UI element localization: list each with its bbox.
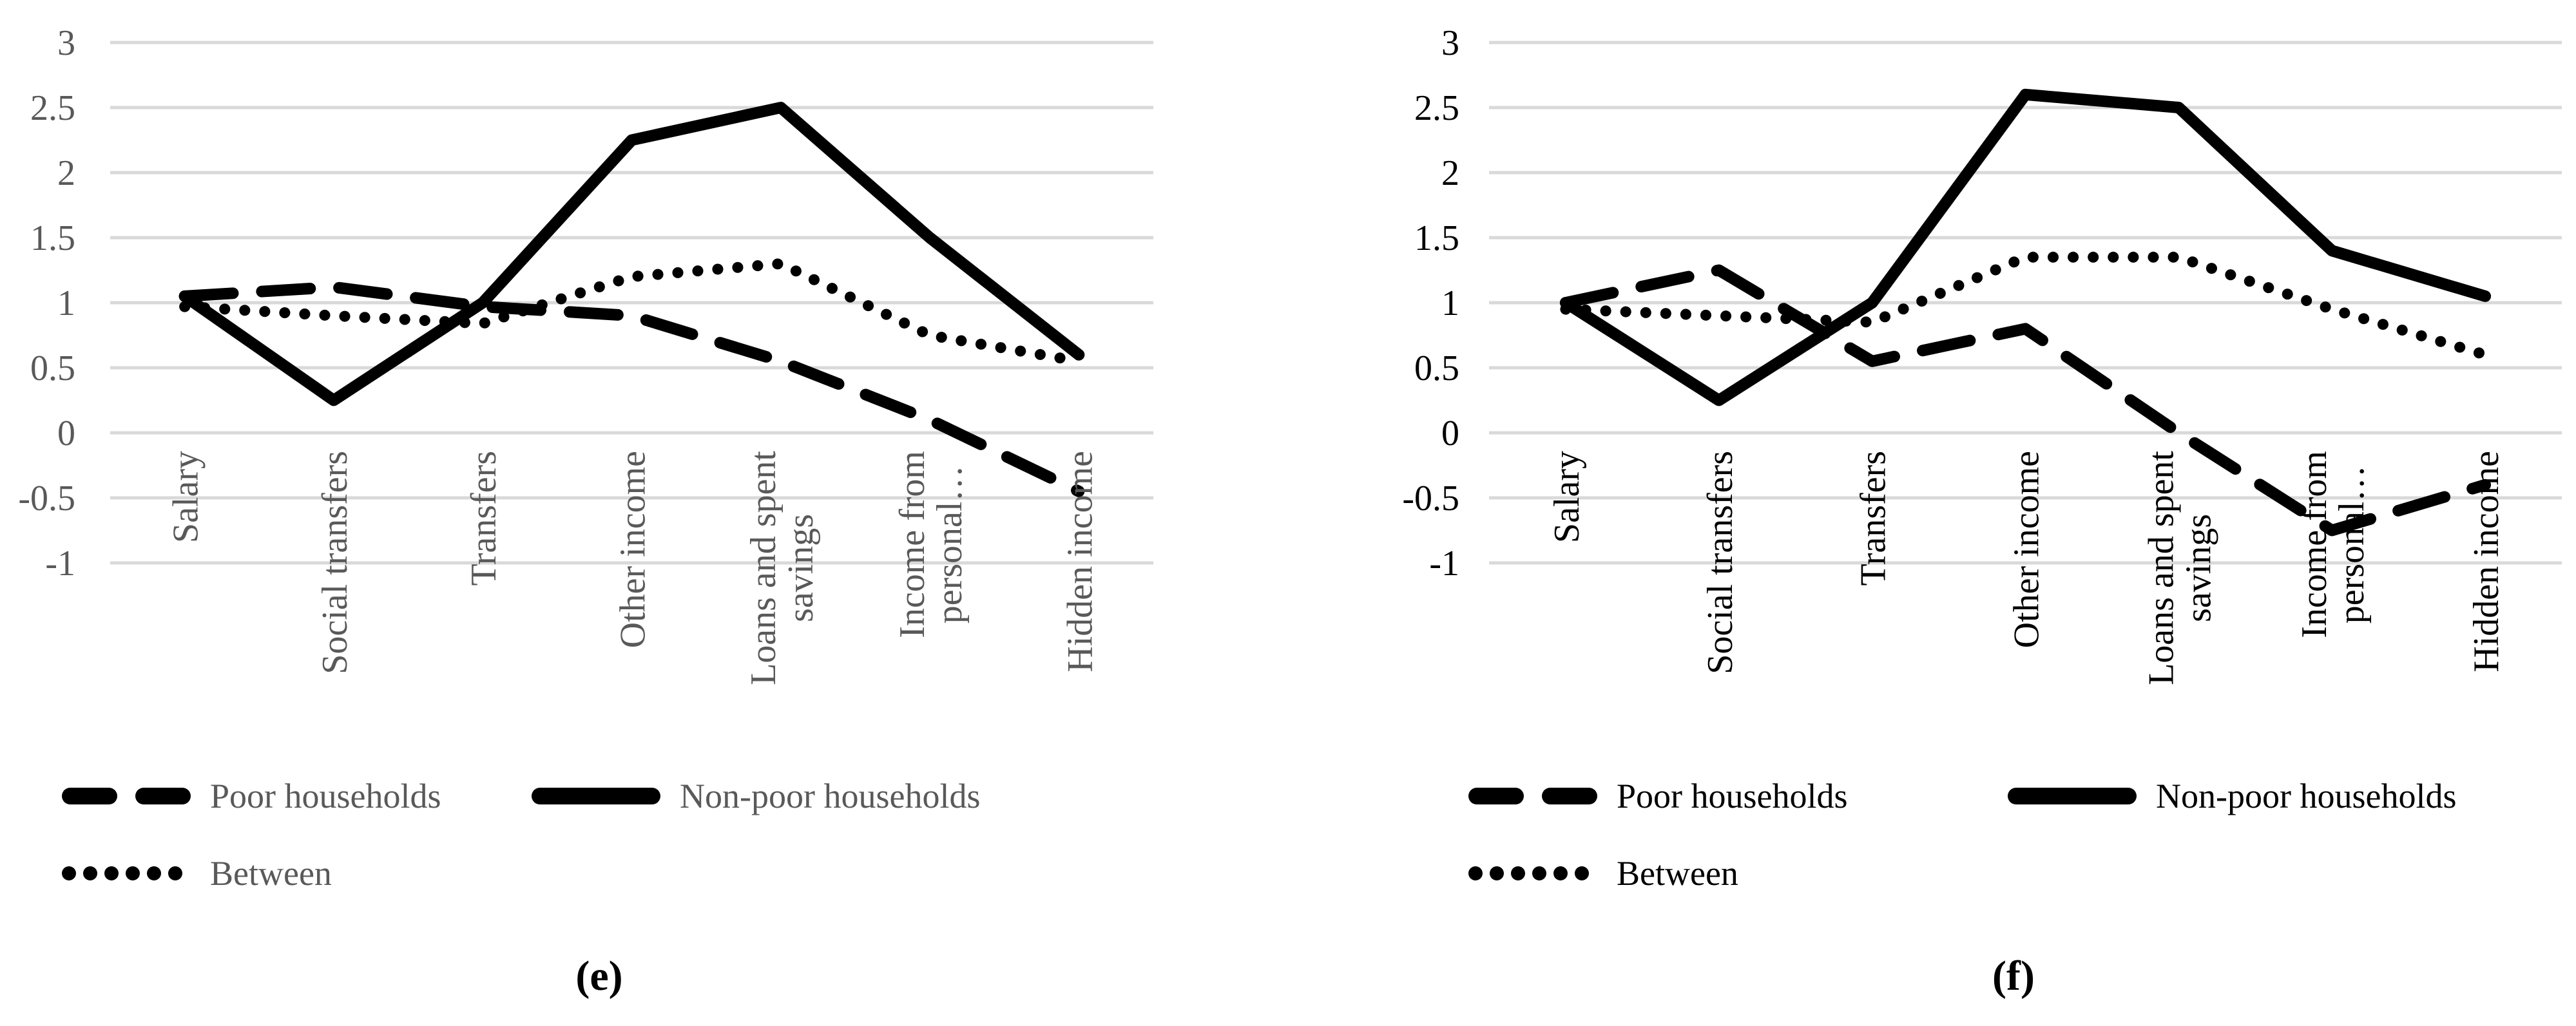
series-line-solid	[178, 102, 1085, 406]
series-line-dashed	[1559, 264, 2492, 537]
y-tick-label: 1	[1441, 283, 1459, 323]
category-label: Transfers	[464, 451, 504, 585]
series-line-dotted	[1560, 251, 2491, 361]
category-label: Other income	[613, 451, 653, 648]
legend-item-non-poor-households: Non-poor households	[532, 777, 980, 815]
category-label: personal…	[2332, 466, 2372, 624]
y-tick-label: 1.5	[1414, 218, 1459, 258]
category-label: Social transfers	[315, 451, 355, 674]
legend-label-poor-households: Poor households	[210, 777, 441, 815]
chart-e-caption: (e)	[575, 953, 623, 1000]
category-label: Transfers	[1854, 451, 1894, 585]
chart-f-plot: 3 2.5 2 1.5 1 0.5 0 -0.5 -1 Salary Social transfer…	[1402, 23, 2562, 685]
y-tick-label: 2	[57, 153, 75, 193]
y-tick-label: 0	[57, 413, 75, 453]
category-label: Loans and spent	[2141, 451, 2181, 685]
y-tick-label: 3	[57, 23, 75, 63]
y-tick-label: 1	[57, 283, 75, 323]
y-tick-label: -0.5	[1402, 479, 1459, 518]
chart-e-plot: 3 2.5 2 1.5 1 0.5 0 -0.5 -1 Salary Social transfer…	[18, 23, 1153, 685]
legend-label-non-poor-households: Non-poor households	[680, 777, 981, 815]
legend-label-between: Between	[210, 854, 332, 893]
category-label: savings	[2178, 514, 2218, 622]
category-label: personal…	[930, 466, 970, 624]
category-label: Loans and spent	[744, 451, 783, 685]
category-label: Other income	[2007, 451, 2047, 648]
series-line-dashed	[178, 281, 1085, 497]
category-label: Hidden income	[2466, 451, 2506, 672]
category-label: Social transfers	[1700, 451, 1740, 674]
y-tick-label: 0.5	[1414, 348, 1459, 388]
legend-item-poor-households: Poor households	[62, 777, 441, 815]
category-label: savings	[781, 514, 821, 622]
dotted-line-swatch	[62, 866, 182, 880]
dashed-line-swatch	[1468, 788, 1597, 804]
dashed-line-swatch	[62, 788, 191, 804]
y-tick-label: -1	[1429, 544, 1459, 584]
dotted-line-swatch	[1468, 866, 1589, 880]
legend-item-between: Between	[1468, 854, 1738, 893]
y-tick-label: 2.5	[1414, 88, 1459, 128]
y-tick-label: 0.5	[30, 348, 75, 388]
legend-item-non-poor-households: Non-poor households	[2008, 777, 2456, 815]
category-label: Income from	[892, 451, 932, 638]
legend-label-between: Between	[1617, 854, 1738, 893]
y-tick-label: 1.5	[30, 218, 75, 258]
series-line-dotted	[179, 258, 1084, 367]
category-label: Salary	[166, 451, 206, 543]
y-tick-label: 2	[1441, 153, 1459, 193]
y-tick-label: 3	[1441, 23, 1459, 63]
legend-label-poor-households: Poor households	[1617, 777, 1848, 815]
chart-f: 3 2.5 2 1.5 1 0.5 0 -0.5 -1 Salary Social transfer…	[1288, 0, 2576, 1026]
y-tick-label: -1	[45, 544, 75, 584]
category-label: Hidden income	[1060, 451, 1100, 672]
y-tick-label: 2.5	[30, 88, 75, 128]
chart-f-caption: (f)	[1992, 953, 2035, 1000]
legend-item-between: Between	[62, 854, 332, 893]
solid-line-swatch	[532, 788, 660, 804]
chart-e: 3 2.5 2 1.5 1 0.5 0 -0.5 -1 Salary Social transfer…	[18, 23, 1153, 1000]
solid-line-swatch	[2008, 788, 2137, 804]
series-line-solid	[1559, 88, 2492, 406]
y-tick-label: -0.5	[18, 479, 75, 518]
category-label: Income from	[2294, 451, 2334, 638]
legend-label-non-poor-households: Non-poor households	[2156, 777, 2457, 815]
legend-item-poor-households: Poor households	[1468, 777, 1848, 815]
category-label: Salary	[1547, 451, 1587, 543]
y-tick-label: 0	[1441, 413, 1459, 453]
